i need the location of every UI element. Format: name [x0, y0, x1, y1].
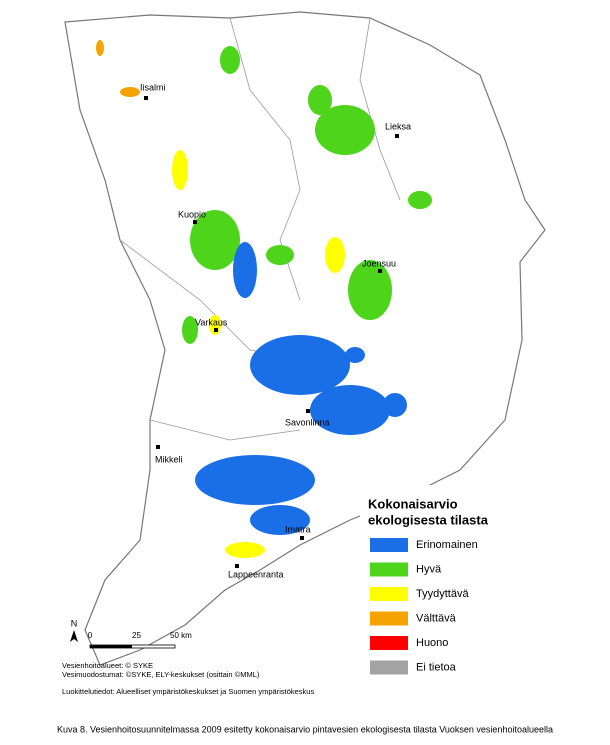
scale-bar [89, 644, 176, 649]
legend-swatch [370, 587, 408, 601]
city-label: Iisalmi [140, 82, 166, 92]
legend-swatch [370, 636, 408, 650]
city-marker [156, 445, 160, 449]
city-label: Lieksa [385, 121, 411, 131]
legend-label: Välttävä [416, 612, 457, 624]
legend-box [360, 485, 510, 685]
city-label: Lappeenranta [228, 569, 284, 579]
lakes-excellent [195, 242, 407, 535]
city-marker [144, 96, 148, 100]
city-label: Kuopio [178, 209, 206, 219]
legend-label: Erinomainen [416, 539, 478, 551]
city-marker [214, 328, 218, 332]
scale-label: 25 [132, 631, 141, 640]
legend-title: ekologisesta tilasta [368, 512, 489, 527]
lakes-good [182, 46, 432, 344]
legend-label: Ei tietoa [416, 661, 457, 673]
credit-line: Vesimuodostumat: ©SYKE, ELY-keskukset (o… [62, 670, 260, 679]
legend-swatch [370, 562, 408, 577]
credit-line: Luokittelutiedot: Alueelliset ympäristök… [62, 687, 314, 696]
city-marker [306, 409, 310, 413]
legend-swatch [370, 538, 408, 552]
north-label: N [71, 618, 78, 628]
city-label: Varkaus [195, 317, 228, 327]
scale-label: 0 [88, 631, 93, 640]
caption: Kuva 8. Vesienhoitosuunnitelmassa 2009 e… [57, 724, 553, 734]
legend-label: Huono [416, 637, 448, 649]
city-label: Mikkeli [155, 454, 183, 464]
legend-swatch [370, 611, 408, 626]
scale-label: 50 km [170, 631, 192, 640]
city-label: Imatra [285, 524, 311, 534]
legend-label: Hyvä [416, 563, 442, 575]
city-marker [235, 564, 239, 568]
legend-title: Kokonaisarvio [368, 496, 458, 511]
lakes-passable [96, 40, 140, 97]
legend-label: Tyydyttävä [416, 588, 469, 600]
city-marker [395, 134, 399, 138]
credit-line: Vesienhoitoalueet: © SYKE [62, 661, 153, 670]
city-label: Savonlinna [285, 417, 330, 427]
legend-swatch [370, 660, 408, 675]
city-marker [193, 220, 197, 224]
city-marker [300, 536, 304, 540]
north-arrow: N [70, 618, 78, 642]
city-marker [378, 269, 382, 273]
city-label: Joensuu [362, 258, 396, 268]
